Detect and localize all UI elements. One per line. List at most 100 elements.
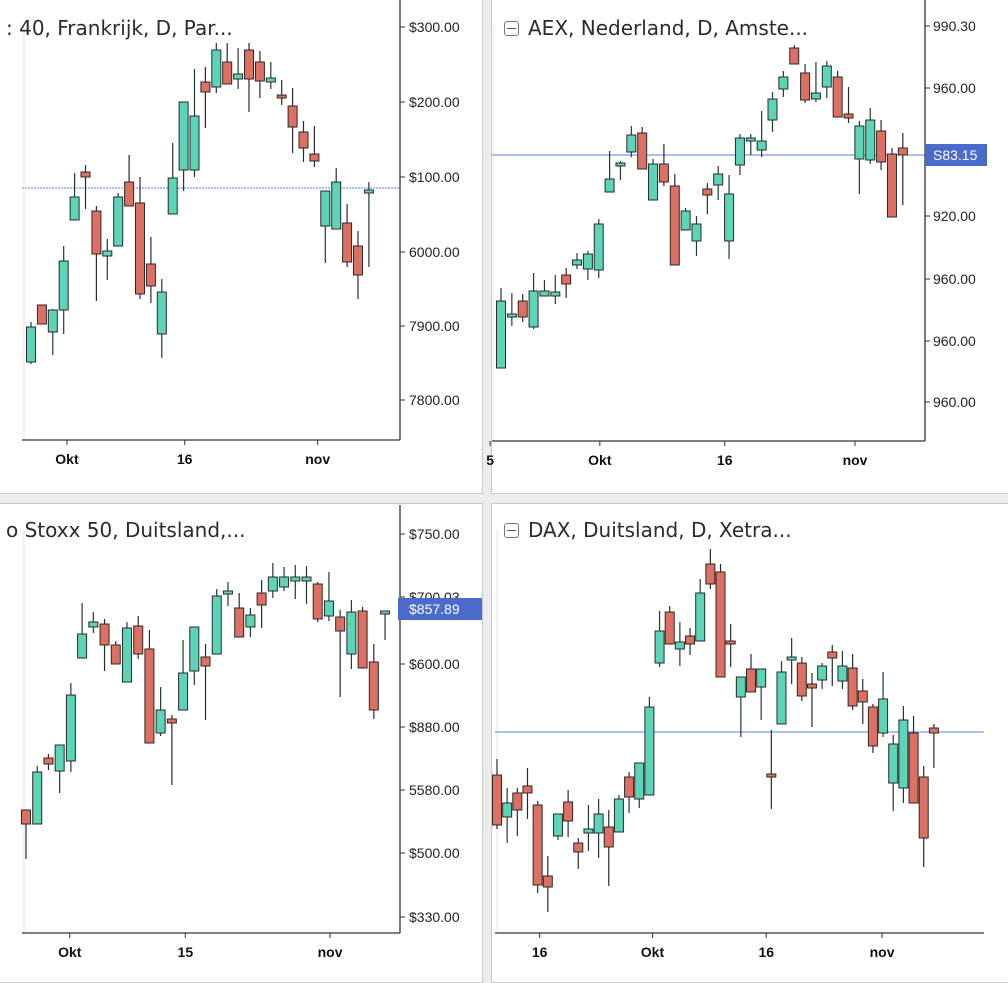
candle-bearish[interactable] xyxy=(918,776,929,839)
candle-bullish[interactable] xyxy=(626,134,637,153)
candle-bullish[interactable] xyxy=(713,173,724,186)
candle-bearish[interactable] xyxy=(145,263,156,287)
candle-bullish[interactable] xyxy=(644,706,655,796)
candle-bullish[interactable] xyxy=(77,633,88,659)
candle-bearish[interactable] xyxy=(876,130,887,163)
candle-bearish[interactable] xyxy=(796,662,807,697)
candle-bullish[interactable] xyxy=(279,576,290,588)
candle-bullish[interactable] xyxy=(155,709,166,734)
candle-bullish[interactable] xyxy=(724,193,735,242)
candle-bullish[interactable] xyxy=(267,576,278,592)
candle-bullish[interactable] xyxy=(496,300,506,369)
candle-bullish[interactable] xyxy=(54,744,65,772)
candle-bearish[interactable] xyxy=(335,616,346,632)
candle-bullish[interactable] xyxy=(290,576,301,582)
candle-bullish[interactable] xyxy=(865,119,876,161)
candle-bearish[interactable] xyxy=(99,623,110,646)
candle-bullish[interactable] xyxy=(245,614,256,628)
candle-bearish[interactable] xyxy=(276,94,287,99)
candle-bearish[interactable] xyxy=(133,625,144,655)
candle-bullish[interactable] xyxy=(178,101,189,171)
candle-bullish[interactable] xyxy=(552,813,563,837)
candle-bearish[interactable] xyxy=(928,727,939,734)
candle-bullish[interactable] xyxy=(654,630,665,664)
candle-bearish[interactable] xyxy=(368,661,379,711)
candle-bearish[interactable] xyxy=(80,171,91,178)
candle-bullish[interactable] xyxy=(69,196,80,221)
candle-bearish[interactable] xyxy=(715,571,726,678)
candle-bearish[interactable] xyxy=(603,826,614,848)
candle-bearish[interactable] xyxy=(563,801,574,822)
candle-bearish[interactable] xyxy=(847,667,858,707)
candle-bearish[interactable] xyxy=(669,185,680,266)
candle-bullish[interactable] xyxy=(65,694,76,762)
candle-bearish[interactable] xyxy=(144,648,155,744)
candle-bearish[interactable] xyxy=(725,640,736,645)
candle-bearish[interactable] xyxy=(827,651,838,659)
candle-bullish[interactable] xyxy=(88,621,99,628)
chart-panel-aex[interactable] xyxy=(491,0,1008,494)
candle-bullish[interactable] xyxy=(265,77,276,83)
candle-bullish[interactable] xyxy=(178,672,189,711)
candle-bullish[interactable] xyxy=(539,290,550,297)
candle-bearish[interactable] xyxy=(897,147,908,156)
candle-bullish[interactable] xyxy=(776,671,787,725)
candle-bearish[interactable] xyxy=(287,105,298,128)
candle-bearish[interactable] xyxy=(244,49,254,80)
candle-bullish[interactable] xyxy=(648,163,659,201)
chart-panel-cac40[interactable] xyxy=(0,0,483,494)
candle-bullish[interactable] xyxy=(58,260,69,311)
candle-bullish[interactable] xyxy=(593,223,604,271)
candle-bearish[interactable] xyxy=(298,131,309,149)
candle-bullish[interactable] xyxy=(346,611,357,655)
candle-bullish[interactable] xyxy=(613,798,624,833)
candle-bullish[interactable] xyxy=(734,137,745,166)
candle-bullish[interactable] xyxy=(691,223,702,242)
candle-bearish[interactable] xyxy=(309,153,320,162)
candle-bullish[interactable] xyxy=(156,291,167,335)
candle-bullish[interactable] xyxy=(47,309,58,333)
candle-bullish[interactable] xyxy=(898,719,909,789)
candle-bullish[interactable] xyxy=(810,92,821,100)
candle-bullish[interactable] xyxy=(615,162,626,167)
candle-bullish[interactable] xyxy=(878,698,889,734)
candle-bullish[interactable] xyxy=(680,210,691,231)
candle-bearish[interactable] xyxy=(110,644,121,665)
candle-bearish[interactable] xyxy=(517,300,528,318)
collapse-icon[interactable] xyxy=(504,20,519,36)
candle-bearish[interactable] xyxy=(685,635,696,645)
candle-bearish[interactable] xyxy=(867,706,878,747)
candle-bearish[interactable] xyxy=(492,774,502,826)
candle-bullish[interactable] xyxy=(301,576,312,582)
candle-bearish[interactable] xyxy=(746,668,756,693)
candle-bearish[interactable] xyxy=(886,153,897,218)
candle-bearish[interactable] xyxy=(124,181,135,207)
candle-bullish[interactable] xyxy=(502,802,513,818)
candle-bullish[interactable] xyxy=(32,771,43,825)
candle-bearish[interactable] xyxy=(254,61,265,82)
candle-bearish[interactable] xyxy=(91,210,102,255)
candle-bullish[interactable] xyxy=(121,627,132,683)
candle-bullish[interactable] xyxy=(786,656,797,661)
candle-bearish[interactable] xyxy=(637,132,648,170)
candle-bearish[interactable] xyxy=(522,785,533,794)
candle-bearish[interactable] xyxy=(357,610,368,669)
candle-bullish[interactable] xyxy=(26,326,36,363)
candle-bearish[interactable] xyxy=(21,809,31,825)
candle-bullish[interactable] xyxy=(745,137,756,142)
candle-bullish[interactable] xyxy=(572,259,583,266)
candle-bearish[interactable] xyxy=(908,732,919,804)
candle-bullish[interactable] xyxy=(211,49,222,88)
candle-bullish[interactable] xyxy=(102,250,113,257)
candle-bullish[interactable] xyxy=(506,313,517,318)
candle-bearish[interactable] xyxy=(222,61,233,85)
collapse-icon[interactable] xyxy=(504,522,519,538)
candle-bullish[interactable] xyxy=(634,762,645,800)
candle-bullish[interactable] xyxy=(189,626,200,672)
candle-bearish[interactable] xyxy=(166,718,177,724)
candle-bullish[interactable] xyxy=(380,610,391,615)
candle-bullish[interactable] xyxy=(167,177,178,215)
candle-bullish[interactable] xyxy=(695,592,706,642)
candle-bearish[interactable] xyxy=(200,656,211,667)
candle-bearish[interactable] xyxy=(200,81,211,93)
